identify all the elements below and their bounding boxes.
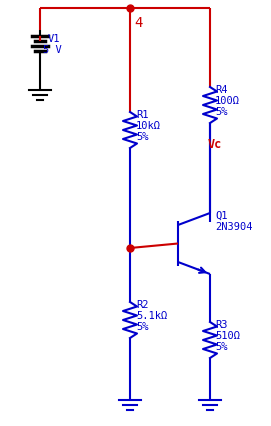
Text: Q1: Q1 xyxy=(215,211,227,221)
Text: R4: R4 xyxy=(215,85,227,95)
Text: 5%: 5% xyxy=(136,132,149,142)
Text: 5%: 5% xyxy=(215,342,227,352)
Text: R1: R1 xyxy=(136,110,149,120)
Text: 510Ω: 510Ω xyxy=(215,331,240,341)
Text: V1: V1 xyxy=(48,34,60,44)
Text: R2: R2 xyxy=(136,300,149,310)
Text: 5%: 5% xyxy=(215,107,227,117)
Text: 10kΩ: 10kΩ xyxy=(136,121,161,131)
Text: 2N3904: 2N3904 xyxy=(215,222,253,232)
Text: 4: 4 xyxy=(134,16,142,30)
Text: 5 V: 5 V xyxy=(43,45,62,55)
Text: 5.1kΩ: 5.1kΩ xyxy=(136,311,167,321)
Text: Vc: Vc xyxy=(208,138,222,151)
Text: 100Ω: 100Ω xyxy=(215,96,240,106)
Text: 5%: 5% xyxy=(136,322,149,332)
Text: R3: R3 xyxy=(215,320,227,330)
